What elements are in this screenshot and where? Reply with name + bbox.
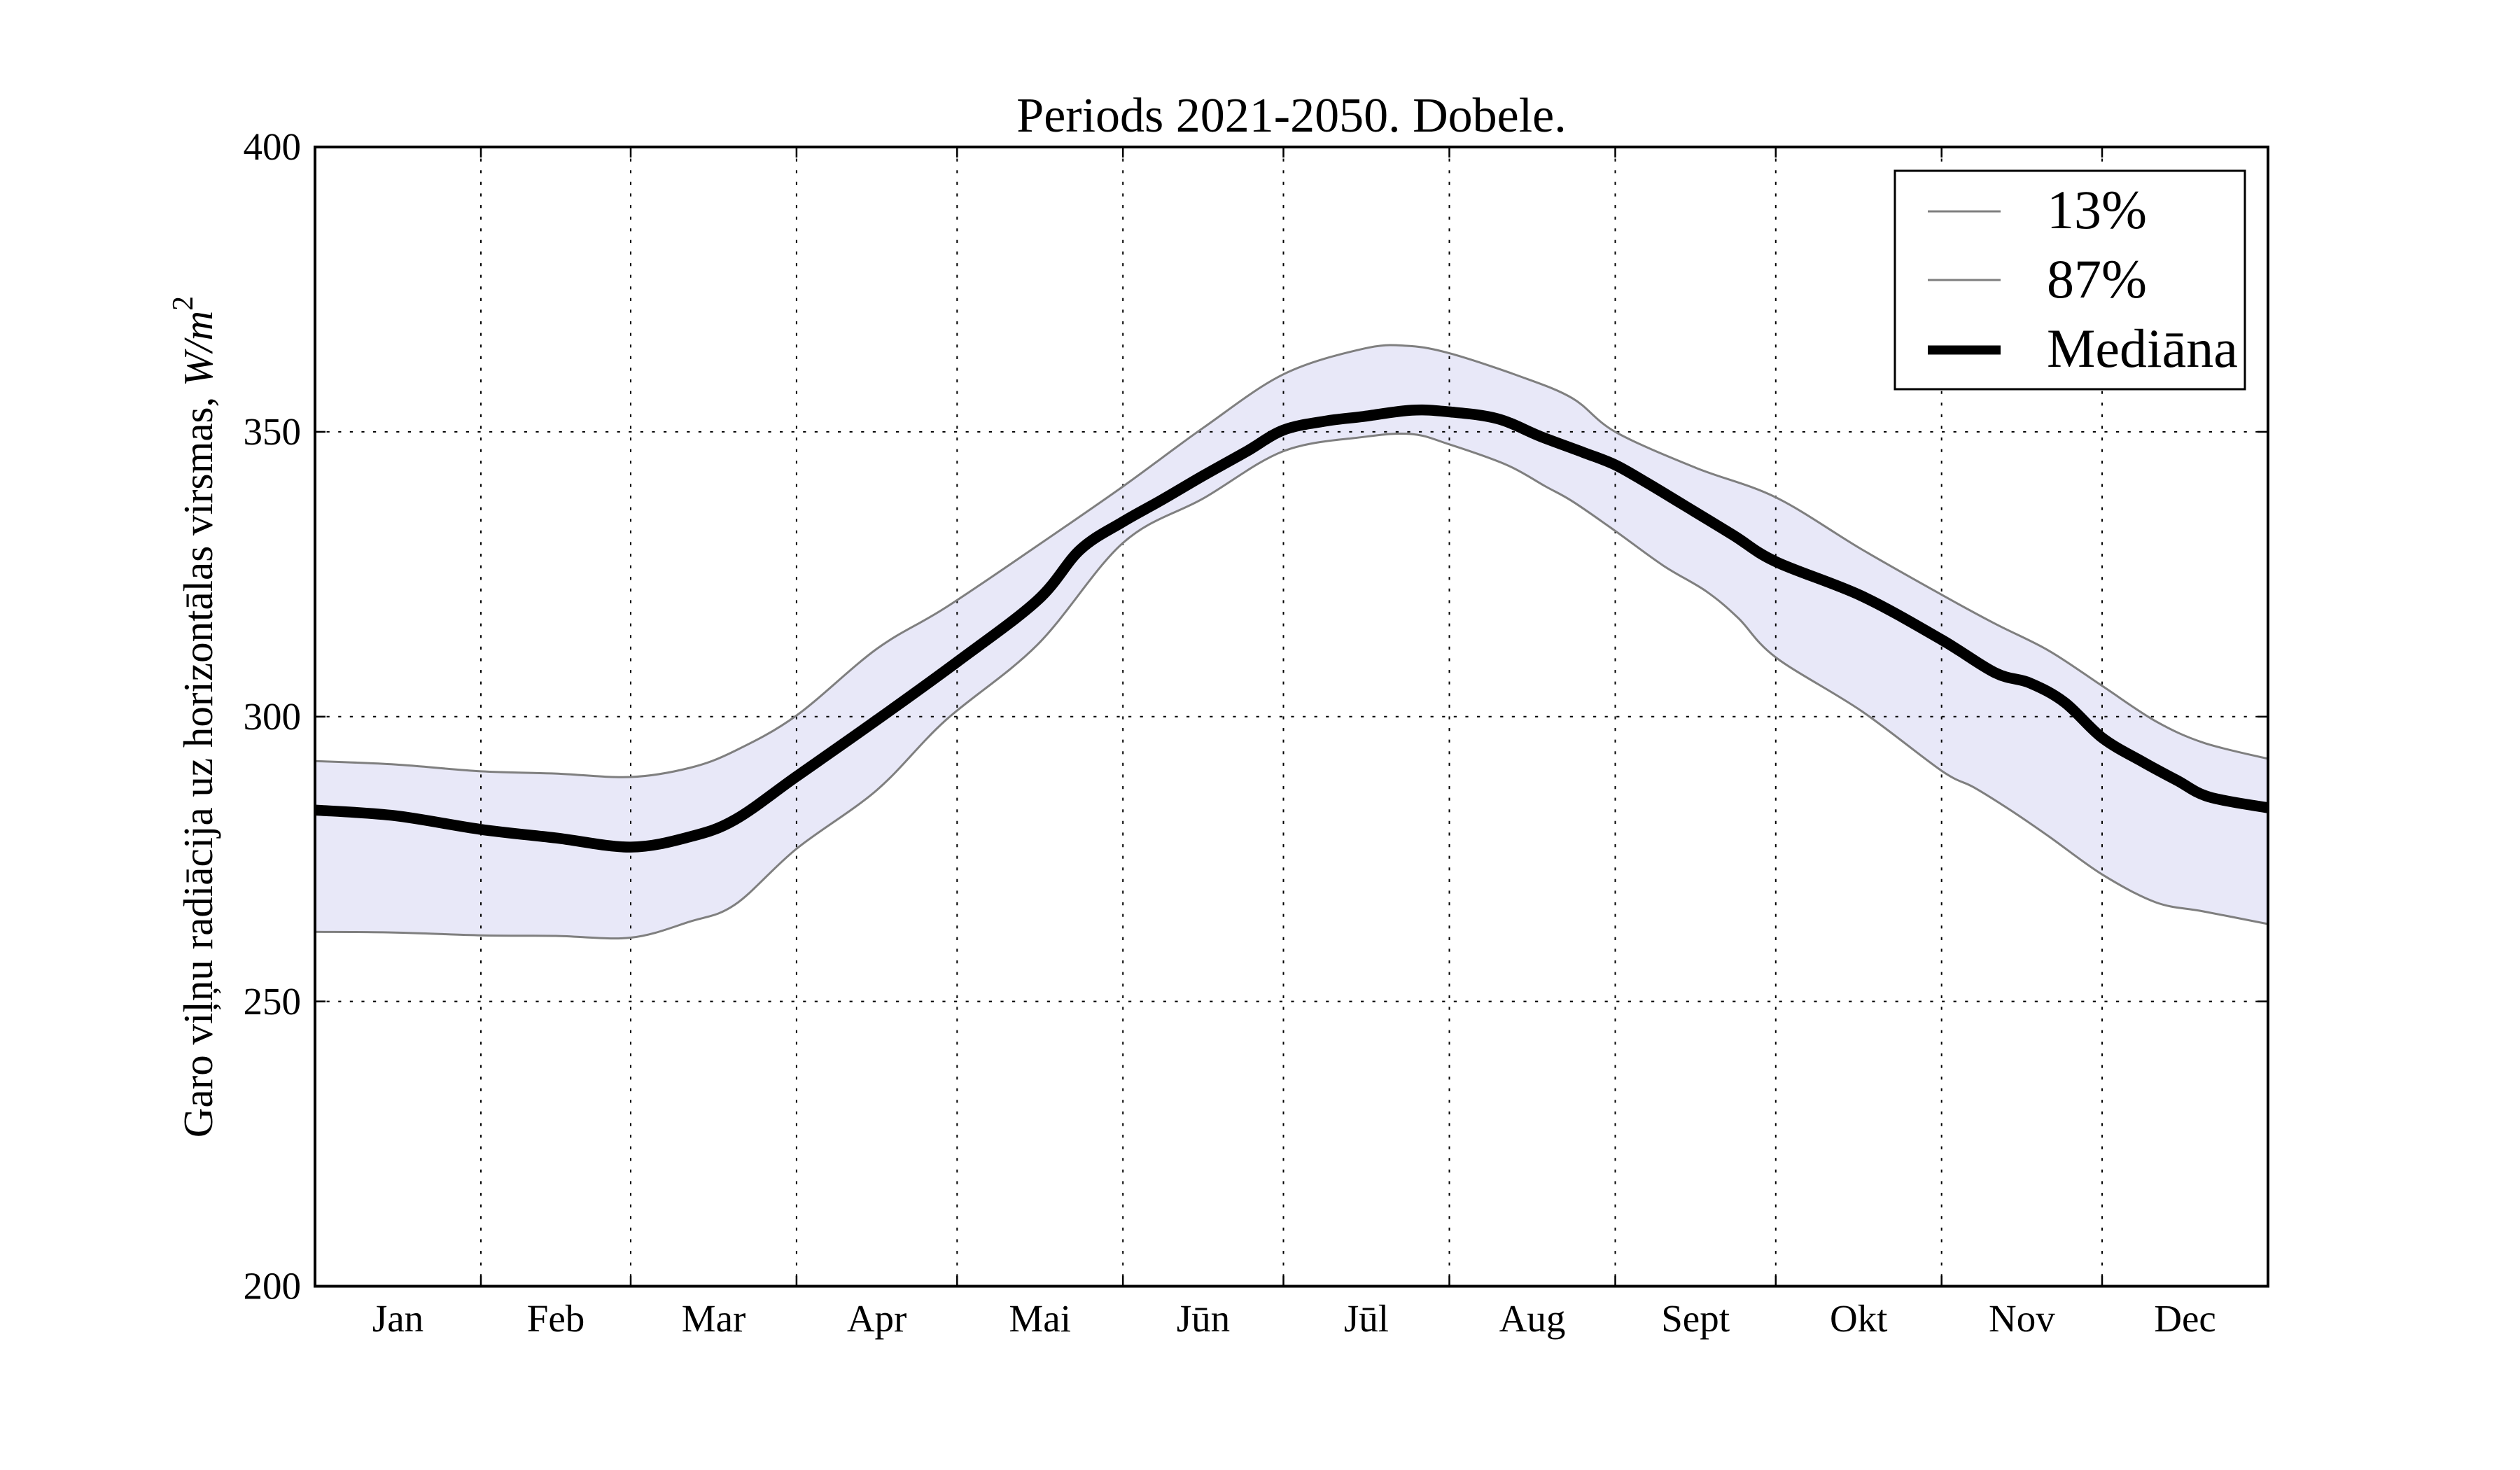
svg-text:Mediāna: Mediāna bbox=[2047, 318, 2238, 379]
svg-text:Dec: Dec bbox=[2154, 1297, 2216, 1340]
svg-text:200: 200 bbox=[244, 1265, 302, 1308]
svg-text:Jūn: Jūn bbox=[1177, 1297, 1230, 1340]
svg-text:Periods 2021-2050. Dobele.: Periods 2021-2050. Dobele. bbox=[1016, 89, 1566, 143]
svg-text:Feb: Feb bbox=[527, 1297, 585, 1340]
svg-text:350: 350 bbox=[244, 410, 302, 453]
svg-text:Jan: Jan bbox=[372, 1297, 424, 1340]
svg-text:87%: 87% bbox=[2047, 248, 2147, 309]
svg-text:Jūl: Jūl bbox=[1344, 1297, 1389, 1340]
svg-text:Apr: Apr bbox=[847, 1297, 907, 1340]
svg-text:Mai: Mai bbox=[1009, 1297, 1071, 1340]
svg-text:300: 300 bbox=[244, 695, 302, 738]
svg-text:Nov: Nov bbox=[1989, 1297, 2055, 1340]
svg-text:250: 250 bbox=[244, 980, 302, 1023]
svg-text:Mar: Mar bbox=[682, 1297, 746, 1340]
svg-text:Sept: Sept bbox=[1661, 1297, 1730, 1340]
svg-text:13%: 13% bbox=[2047, 179, 2147, 240]
svg-text:400: 400 bbox=[244, 125, 302, 168]
svg-text:Garo viļņu radiācija uz horizo: Garo viļņu radiācija uz horizontālas vir… bbox=[167, 296, 221, 1138]
svg-text:Okt: Okt bbox=[1830, 1297, 1888, 1340]
svg-text:Aug: Aug bbox=[1499, 1297, 1566, 1340]
